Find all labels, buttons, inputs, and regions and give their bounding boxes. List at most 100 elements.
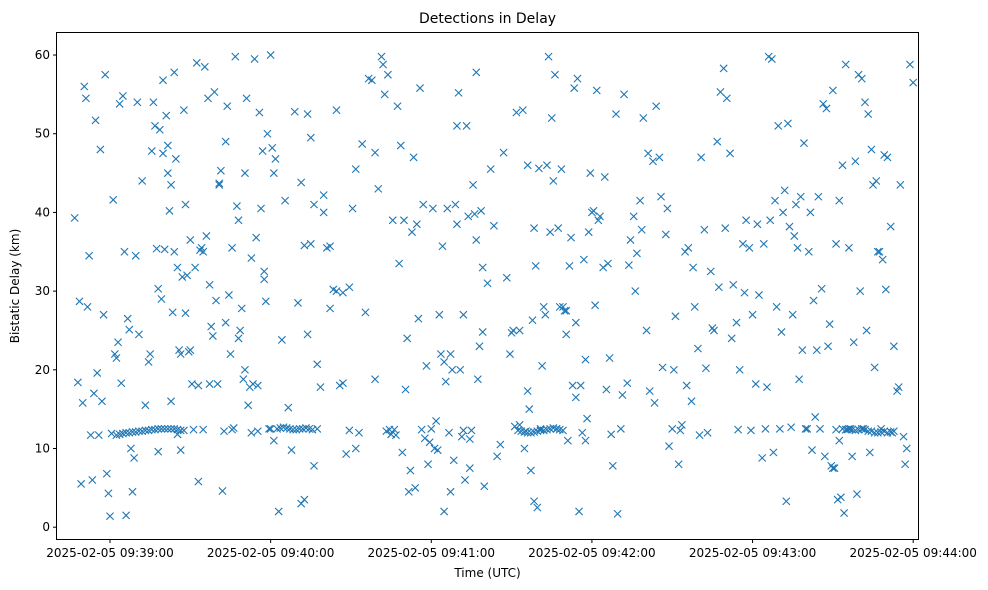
detection-point xyxy=(779,208,788,217)
detection-point xyxy=(200,62,209,71)
detection-point xyxy=(107,429,116,438)
detection-point xyxy=(807,446,816,455)
detection-point xyxy=(806,208,815,217)
detection-point xyxy=(832,425,841,434)
detection-point xyxy=(754,291,763,300)
detection-point xyxy=(232,202,241,211)
detection-point xyxy=(872,176,881,185)
detection-point xyxy=(253,427,262,436)
detection-point xyxy=(163,141,172,150)
detection-point xyxy=(612,110,620,119)
detection-point xyxy=(165,206,174,215)
detection-point xyxy=(665,442,674,451)
detection-point xyxy=(669,365,678,374)
detection-point xyxy=(525,405,534,414)
detection-point xyxy=(745,243,754,252)
detection-point xyxy=(441,377,450,386)
detection-point xyxy=(857,424,866,433)
y-tick-label: 30 xyxy=(35,284,50,298)
detection-point xyxy=(687,397,696,406)
detection-point xyxy=(555,302,564,311)
detection-point xyxy=(555,425,564,434)
detection-point xyxy=(600,173,609,181)
detection-point xyxy=(91,116,100,125)
detection-point xyxy=(828,86,837,95)
y-tick-label: 40 xyxy=(35,205,50,219)
detection-point xyxy=(131,427,140,436)
x-axis: 2025-02-05 09:39:00 2025-02-05 09:40:00 20… xyxy=(46,539,977,560)
detection-point xyxy=(534,164,543,173)
detection-point xyxy=(788,310,797,319)
detection-point xyxy=(361,308,370,317)
detection-point xyxy=(167,424,176,433)
detection-point xyxy=(332,106,341,115)
detection-point xyxy=(300,495,309,504)
x-tick-label: 2025-02-05 09:41:00 xyxy=(368,546,495,560)
detection-point xyxy=(493,452,502,461)
detection-point xyxy=(873,247,882,256)
detection-point xyxy=(862,326,871,335)
detection-point xyxy=(141,401,150,410)
detection-point xyxy=(179,426,188,435)
detection-point xyxy=(414,314,423,323)
detection-point xyxy=(719,64,728,73)
detection-point xyxy=(559,426,567,435)
detection-point xyxy=(380,90,389,99)
detection-point xyxy=(677,420,686,429)
detection-point xyxy=(740,288,749,297)
detection-point xyxy=(700,225,709,234)
detection-point xyxy=(899,432,908,441)
detection-point xyxy=(167,180,176,189)
detection-point xyxy=(160,245,169,254)
y-axis: 0 10 20 30 40 50 60 xyxy=(35,48,57,534)
y-axis-label: Bistatic Delay (km) xyxy=(8,229,22,344)
detection-point xyxy=(454,88,463,97)
detection-point xyxy=(478,263,487,272)
detection-point xyxy=(727,334,736,343)
detection-point xyxy=(803,424,812,433)
detection-point xyxy=(496,440,505,449)
detection-point xyxy=(655,153,664,162)
detection-point xyxy=(499,148,508,157)
detection-point xyxy=(160,424,169,433)
detection-point xyxy=(281,196,290,205)
detection-point xyxy=(88,475,97,484)
detection-point xyxy=(526,428,535,437)
detection-point xyxy=(417,425,426,434)
detection-point xyxy=(247,428,256,437)
detection-point xyxy=(316,383,325,392)
detection-point xyxy=(835,196,844,205)
detection-point xyxy=(170,68,179,77)
detection-point xyxy=(208,331,217,340)
detection-point xyxy=(287,446,296,455)
detection-point xyxy=(274,507,283,516)
detection-point xyxy=(613,509,622,518)
detection-point xyxy=(854,425,863,434)
detection-point xyxy=(237,304,246,313)
detection-point xyxy=(126,444,135,453)
detection-point xyxy=(603,259,612,268)
detection-point xyxy=(425,438,434,447)
detection-point xyxy=(298,424,307,433)
detection-point xyxy=(480,482,489,491)
detection-point xyxy=(221,318,230,327)
detection-point xyxy=(811,413,820,422)
detection-point xyxy=(542,161,551,170)
detection-point xyxy=(645,387,654,396)
detection-point xyxy=(841,60,850,69)
detection-point xyxy=(388,216,397,225)
detection-point xyxy=(433,446,442,455)
detection-point xyxy=(268,143,277,152)
detection-point xyxy=(459,426,468,435)
detection-point xyxy=(428,204,437,213)
data-points xyxy=(70,51,918,521)
detection-point xyxy=(832,239,841,248)
detection-point xyxy=(138,176,147,185)
detection-point xyxy=(486,165,495,174)
detection-point xyxy=(313,360,322,369)
detection-point xyxy=(112,354,121,362)
detection-point xyxy=(435,310,444,319)
detection-point xyxy=(427,424,436,433)
detection-point xyxy=(751,379,760,388)
detection-point xyxy=(305,424,314,433)
